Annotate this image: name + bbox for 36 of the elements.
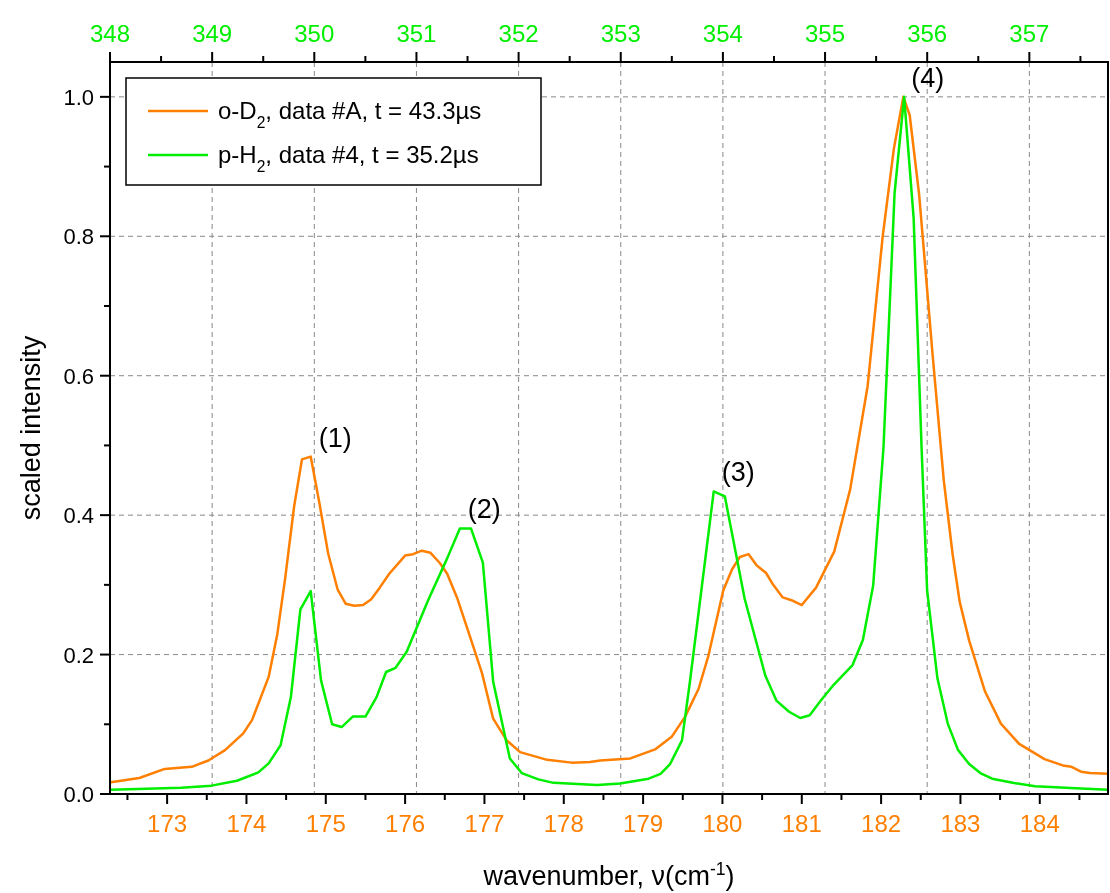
y-tick-label: 0.8 (63, 224, 94, 250)
x-tick-label: 181 (781, 810, 822, 837)
y-tick-label: 0.4 (63, 503, 94, 529)
x-tick-label: 174 (226, 810, 267, 837)
x-tick-label: 179 (623, 810, 664, 837)
y-tick-label: 0.2 (63, 642, 94, 668)
x-axis-title: wavenumber, ν(cm$^{-1}$) (482, 859, 735, 891)
x-tick-label: 182 (861, 810, 902, 837)
x2-tick-label: 350 (294, 20, 335, 47)
x-tick-label: 173 (147, 810, 188, 837)
x2-tick-label: 352 (498, 20, 539, 47)
annotation: (1) (318, 422, 352, 453)
y-tick-label: 0.0 (63, 782, 94, 807)
x-tick-label: 180 (702, 810, 743, 837)
x2-tick-label: 355 (805, 20, 846, 47)
x-tick-label: 176 (385, 810, 426, 837)
x2-tick-label: 348 (89, 20, 131, 47)
annotation: (4) (911, 62, 945, 93)
x2-tick-label: 353 (600, 20, 641, 47)
x-tick-label: 175 (305, 810, 346, 837)
legend-label: o-D$_{2}$, data #A, t = 43.3µs (218, 97, 482, 131)
x-tick-label: 178 (543, 810, 584, 837)
x-tick-label: 183 (940, 810, 981, 837)
x2-tick-label: 351 (396, 20, 437, 47)
annotation: (2) (467, 494, 501, 525)
x-tick-label: 177 (464, 810, 505, 837)
x2-tick-label: 356 (907, 20, 948, 47)
y-tick-label: 0.6 (63, 363, 94, 389)
x-tick-label: 184 (1019, 810, 1060, 837)
y-tick-label: 1.0 (63, 84, 94, 110)
x2-tick-label: 354 (702, 20, 743, 47)
legend-label: p-H$_{2}$, data #4, t = 35.2µs (218, 141, 479, 175)
y-axis-title: scaled intensity (16, 335, 46, 521)
annotation: (3) (721, 457, 755, 488)
x2-tick-label: 357 (1009, 20, 1050, 47)
x2-tick-label: 349 (192, 20, 233, 47)
